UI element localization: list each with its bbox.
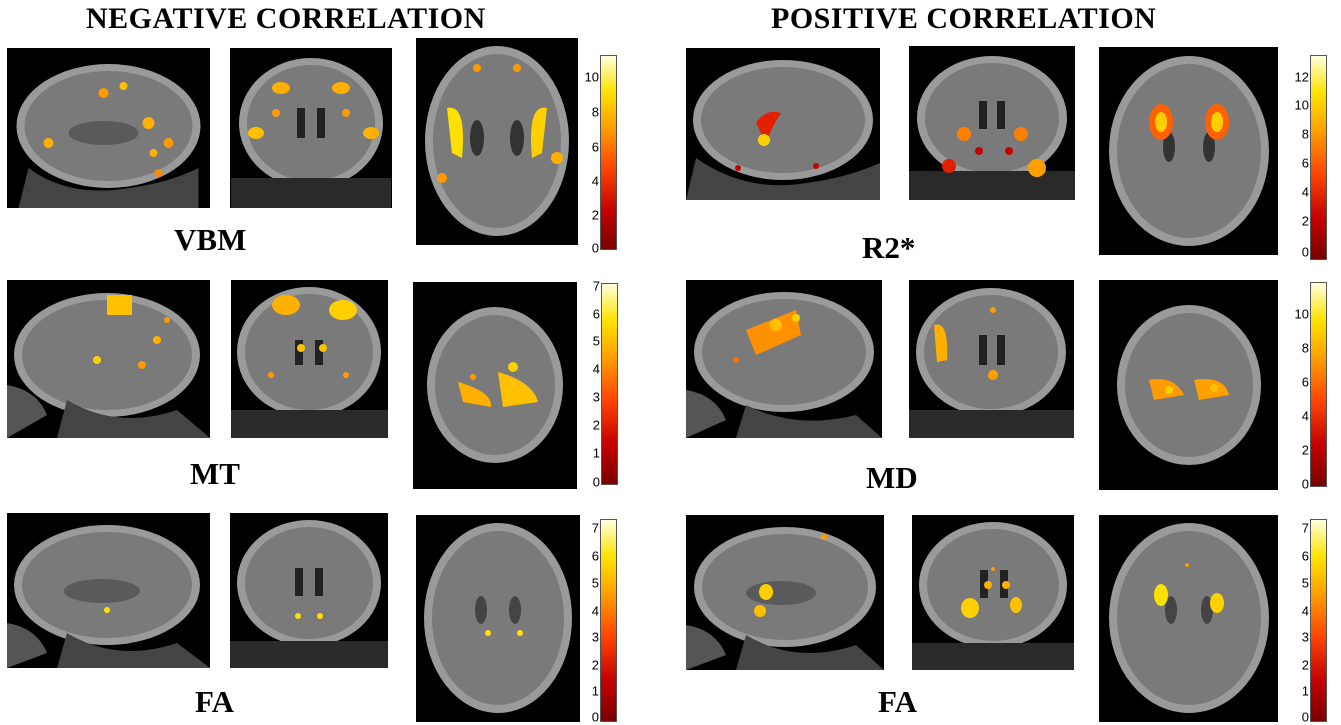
r2-axial-slice xyxy=(1099,47,1278,255)
md-axial-slice xyxy=(1099,280,1278,490)
md-colorbar: 10 8 6 4 2 0 xyxy=(1295,282,1330,491)
mt-tick: 2 xyxy=(592,417,600,433)
fa-negative-colorbar: 7 6 5 4 3 2 1 0 xyxy=(592,519,620,724)
r2-tick: 10 xyxy=(1294,97,1309,113)
md-tick: 0 xyxy=(1301,476,1309,492)
fa-negative-tick: 2 xyxy=(591,657,599,673)
fa-positive-tick: 3 xyxy=(1301,629,1309,645)
vbm-tick: 8 xyxy=(591,104,599,120)
fa-positive-colorbar: 7 6 5 4 3 2 1 0 xyxy=(1302,519,1330,724)
vbm-coronal-slice xyxy=(230,48,392,208)
r2-colorbar: 12 10 8 6 4 2 0 xyxy=(1295,55,1330,260)
fa-negative-label: FA xyxy=(195,684,235,719)
r2-tick: 8 xyxy=(1301,126,1309,142)
r2-coronal-slice xyxy=(909,46,1075,200)
fa-positive-coronal-slice xyxy=(912,515,1074,670)
fa-positive-tick: 6 xyxy=(1301,548,1309,564)
r2-tick: 0 xyxy=(1301,244,1309,260)
fa-positive-tick: 7 xyxy=(1301,520,1309,536)
md-tick: 4 xyxy=(1301,408,1309,424)
mt-tick: 4 xyxy=(592,361,600,377)
fa-positive-sagittal-slice xyxy=(686,515,884,670)
fa-positive-axial-slice xyxy=(1099,515,1278,722)
fa-positive-tick: 2 xyxy=(1301,657,1309,673)
fa-negative-tick: 7 xyxy=(591,520,599,536)
vbm-tick: 6 xyxy=(591,139,599,155)
md-tick: 2 xyxy=(1301,442,1309,458)
fa-negative-tick: 4 xyxy=(591,603,599,619)
md-tick: 6 xyxy=(1301,374,1309,390)
vbm-colorbar: 10 8 6 4 2 0 xyxy=(585,55,620,255)
md-tick: 10 xyxy=(1294,306,1309,322)
r2-sagittal-slice xyxy=(686,48,880,200)
vbm-label: VBM xyxy=(174,222,247,257)
mt-coronal-slice xyxy=(231,280,388,438)
fa-positive-label: FA xyxy=(878,684,918,719)
negative-correlation-header: NEGATIVE CORRELATION xyxy=(86,2,486,35)
md-tick: 8 xyxy=(1301,340,1309,356)
fa-positive-tick: 0 xyxy=(1301,709,1309,725)
r2-tick: 4 xyxy=(1301,184,1309,200)
vbm-axial-slice xyxy=(416,38,578,245)
positive-correlation-header: POSITIVE CORRELATION xyxy=(771,2,1157,35)
r2-tick: 2 xyxy=(1301,213,1309,229)
mt-label: MT xyxy=(190,456,240,491)
md-sagittal-slice xyxy=(686,280,882,438)
mt-tick: 7 xyxy=(592,278,600,294)
r2-tick: 12 xyxy=(1294,69,1309,85)
mt-sagittal-slice xyxy=(7,280,210,438)
vbm-tick: 4 xyxy=(591,173,599,189)
mt-tick: 3 xyxy=(592,389,600,405)
fa-negative-tick: 5 xyxy=(591,575,599,591)
fa-negative-axial-slice xyxy=(416,515,580,722)
fa-positive-tick: 5 xyxy=(1301,575,1309,591)
mt-tick: 6 xyxy=(592,306,600,322)
fa-negative-tick: 6 xyxy=(591,548,599,564)
mt-tick: 5 xyxy=(592,333,600,349)
vbm-tick: 2 xyxy=(591,207,599,223)
vbm-sagittal-slice xyxy=(7,48,210,208)
fa-negative-tick: 1 xyxy=(591,683,599,699)
fa-negative-sagittal-slice xyxy=(7,513,210,668)
vbm-tick: 0 xyxy=(591,240,599,256)
vbm-tick: 10 xyxy=(584,69,599,85)
r2-label: R2* xyxy=(862,230,916,265)
fa-positive-tick: 1 xyxy=(1301,683,1309,699)
mt-tick: 1 xyxy=(592,445,600,461)
fa-negative-tick: 0 xyxy=(591,709,599,725)
mt-tick: 0 xyxy=(592,474,600,490)
md-coronal-slice xyxy=(909,280,1074,438)
fa-negative-coronal-slice xyxy=(230,513,388,668)
fa-negative-tick: 3 xyxy=(591,629,599,645)
mt-axial-slice xyxy=(413,282,577,489)
md-label: MD xyxy=(866,460,918,495)
r2-tick: 6 xyxy=(1301,155,1309,171)
fa-positive-tick: 4 xyxy=(1301,603,1309,619)
mt-colorbar: 7 6 5 4 3 2 1 0 xyxy=(593,280,621,489)
